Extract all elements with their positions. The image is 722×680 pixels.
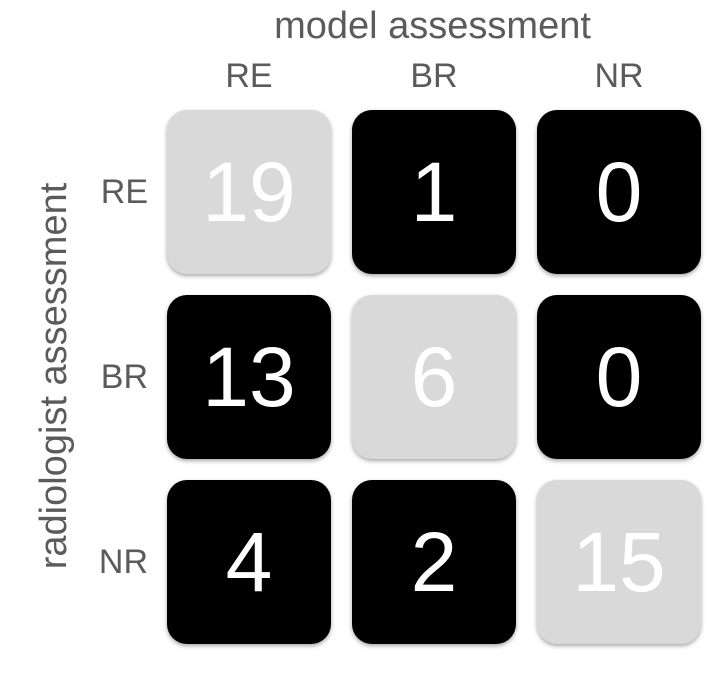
cell-value: 0 [595,145,643,239]
cell-value: 4 [225,515,273,609]
cell-value: 13 [202,330,296,424]
matrix-cell-re-br: 1 [352,110,516,274]
cell-value: 15 [572,515,666,609]
y-axis-title: radiologist assessment [33,182,75,570]
matrix-cell-re-re: 19 [167,110,331,274]
matrix-cell-nr-re: 4 [167,480,331,644]
matrix-cell-br-br: 6 [352,295,516,459]
matrix-cell-re-nr: 0 [537,110,701,274]
cell-value: 6 [410,330,458,424]
matrix-cell-nr-br: 2 [352,480,516,644]
cell-value: 19 [202,145,296,239]
x-axis-title: model assessment [274,5,591,47]
column-label-nr: NR [594,57,644,95]
row-label-nr: NR [98,543,148,581]
matrix-cell-br-nr: 0 [537,295,701,459]
row-label-br: BR [100,358,148,396]
matrix-cell-nr-nr: 15 [537,480,701,644]
column-label-br: BR [410,57,458,95]
cell-value: 1 [410,145,458,239]
matrix-cell-br-re: 13 [167,295,331,459]
cell-value: 2 [410,515,458,609]
cell-value: 0 [595,330,643,424]
row-label-re: RE [100,173,148,211]
column-label-re: RE [225,57,273,95]
